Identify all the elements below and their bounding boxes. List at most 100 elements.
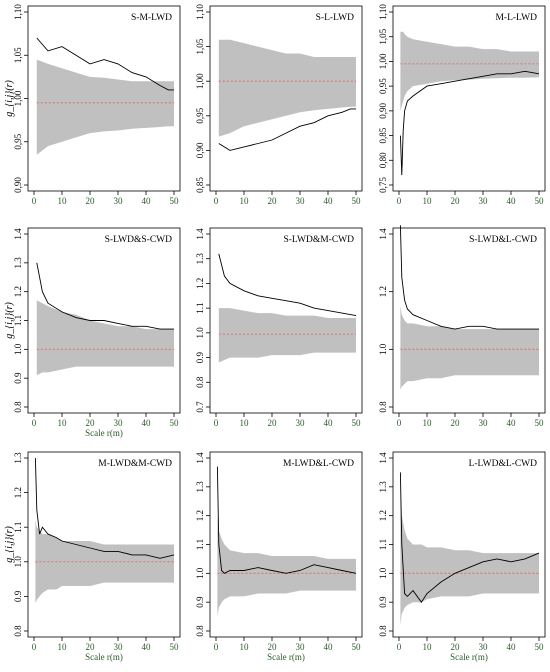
y-axis-label: g_{i,j}(r): [4, 80, 15, 117]
x-tick-label: 20: [86, 418, 96, 428]
x-tick-label: 50: [170, 196, 180, 206]
envelope-band: [217, 515, 356, 617]
y-tick-label: 1.4: [13, 228, 23, 240]
observed-line: [399, 472, 540, 603]
y-tick-label: 1.1: [13, 522, 23, 533]
panel-title: S-L-LWD: [316, 13, 354, 23]
panel-title: S-M-LWD: [131, 13, 172, 23]
x-tick-label: 20: [86, 642, 96, 652]
y-tick-label: 1,00: [13, 90, 23, 106]
y-tick-label: 1.2: [378, 286, 388, 297]
panel-title: S-LWD&L-CWD: [469, 235, 537, 245]
x-tick-label: 30: [114, 642, 124, 652]
envelope-band: [36, 300, 174, 376]
observed-line: [218, 253, 357, 317]
envelope-band: [36, 59, 174, 155]
x-tick-label: 30: [479, 418, 489, 428]
envelope-band: [400, 306, 539, 390]
x-tick-label: 10: [58, 642, 68, 652]
y-tick-label: 0.7: [195, 401, 205, 413]
y-tick-label: 1,05: [378, 28, 388, 44]
x-tick-label: 0: [214, 196, 219, 206]
y-tick-label: 1.0: [13, 343, 23, 355]
chart-panel-2: 0,85 0,90 0,95 1,00 1,05 1,10 0 10 20 30 40 50 S-L-L…: [195, 4, 363, 206]
x-tick-label: 40: [324, 196, 334, 206]
x-tick-label: 30: [296, 642, 306, 652]
plot-frame: [392, 227, 546, 414]
x-tick-label: 50: [535, 642, 545, 652]
y-tick-label: 0.9: [13, 590, 23, 602]
x-tick-label: 10: [240, 196, 250, 206]
x-axis-label: Scale r(m): [267, 652, 305, 662]
y-tick-label: 0.8: [378, 625, 388, 637]
y-tick-label: 0,85: [378, 127, 388, 143]
x-tick-label: 10: [423, 418, 433, 428]
y-tick-label: 1.2: [195, 278, 205, 289]
plot-frame: [392, 5, 546, 192]
y-tick-label: 1.1: [378, 539, 388, 550]
chart-panel-1: 0,90 0,95 1,00 1,05 1,10 0 10 20 30 40 50 S-M-LWD g_…: [4, 4, 181, 206]
y-tick-label: 1,00: [378, 53, 388, 69]
y-tick-label: 1.0: [195, 327, 205, 339]
observed-line: [218, 108, 356, 151]
y-tick-label: 0,95: [378, 78, 388, 94]
panel-title: M-LWD&M-CWD: [98, 459, 172, 469]
observed-line: [399, 70, 540, 176]
y-tick-label: 1.0: [378, 567, 388, 579]
y-tick-label: 1.3: [13, 257, 23, 269]
x-axis-label: Scale r(m): [85, 652, 123, 662]
y-tick-label: 0.9: [195, 351, 205, 363]
envelope-band: [218, 308, 356, 363]
x-tick-label: 30: [296, 196, 306, 206]
y-tick-label: 1.4: [378, 228, 388, 240]
y-tick-label: 1.1: [195, 303, 205, 314]
x-tick-label: 40: [142, 642, 152, 652]
x-tick-label: 0: [214, 642, 219, 652]
y-tick-label: 1.0: [378, 343, 388, 355]
envelope-band: [400, 486, 539, 626]
x-tick-label: 30: [479, 196, 489, 206]
x-tick-label: 20: [86, 196, 96, 206]
y-tick-label: 0,90: [13, 177, 23, 193]
y-tick-label: 0.9: [13, 372, 23, 384]
y-tick-label: 0.8: [195, 625, 205, 637]
observed-line: [36, 262, 174, 330]
y-tick-label: 1.0: [195, 567, 205, 579]
x-axis-label: Scale r(m): [450, 652, 488, 662]
x-tick-label: 20: [451, 642, 461, 652]
panel-title: S-LWD&S-CWD: [105, 235, 173, 245]
panel-title: L-LWD&L-CWD: [469, 459, 538, 469]
envelope-band: [400, 31, 539, 111]
y-tick-label: 1.3: [195, 253, 205, 265]
y-tick-label: 1.2: [195, 510, 205, 521]
x-tick-label: 0: [397, 418, 402, 428]
y-tick-label: 1.3: [195, 481, 205, 493]
y-tick-label: 1,10: [378, 4, 388, 20]
observed-line: [36, 37, 174, 91]
x-tick-label: 0: [32, 642, 37, 652]
y-tick-label: 1.4: [378, 452, 388, 464]
y-tick-label: 1.3: [378, 481, 388, 493]
y-tick-label: 1.1: [195, 539, 205, 550]
x-tick-label: 30: [114, 418, 124, 428]
y-tick-label: 0,90: [195, 142, 205, 158]
x-tick-label: 20: [268, 418, 278, 428]
x-axis-label: Scale r(m): [85, 428, 123, 438]
chart-panel-6: 0.8 1.0 1.2 1.4 0 10 20 30 40 50 S-LWD&L-CWD: [378, 225, 546, 428]
x-tick-label: 30: [296, 418, 306, 428]
plot-frame: [209, 451, 363, 638]
x-tick-label: 0: [214, 418, 219, 428]
y-tick-label: 0,85: [195, 177, 205, 193]
y-tick-label: 0,95: [195, 107, 205, 123]
panel-title: S-LWD&M-CWD: [283, 235, 354, 245]
x-tick-label: 40: [507, 418, 517, 428]
y-tick-label: 1.4: [195, 228, 205, 240]
y-tick-label: 0,75: [378, 177, 388, 193]
y-tick-label: 1.2: [378, 510, 388, 521]
y-tick-label: 0,90: [378, 102, 388, 118]
x-tick-label: 50: [535, 196, 545, 206]
y-axis-label: g_{i,j}(r): [4, 302, 15, 339]
envelope-band: [218, 39, 356, 137]
y-tick-label: 1.3: [13, 452, 23, 464]
chart-panel-3: 0,75 0,80 0,85 0,90 0,95 1,00 1,05 1,10 0 10 20 30 4…: [378, 4, 546, 206]
